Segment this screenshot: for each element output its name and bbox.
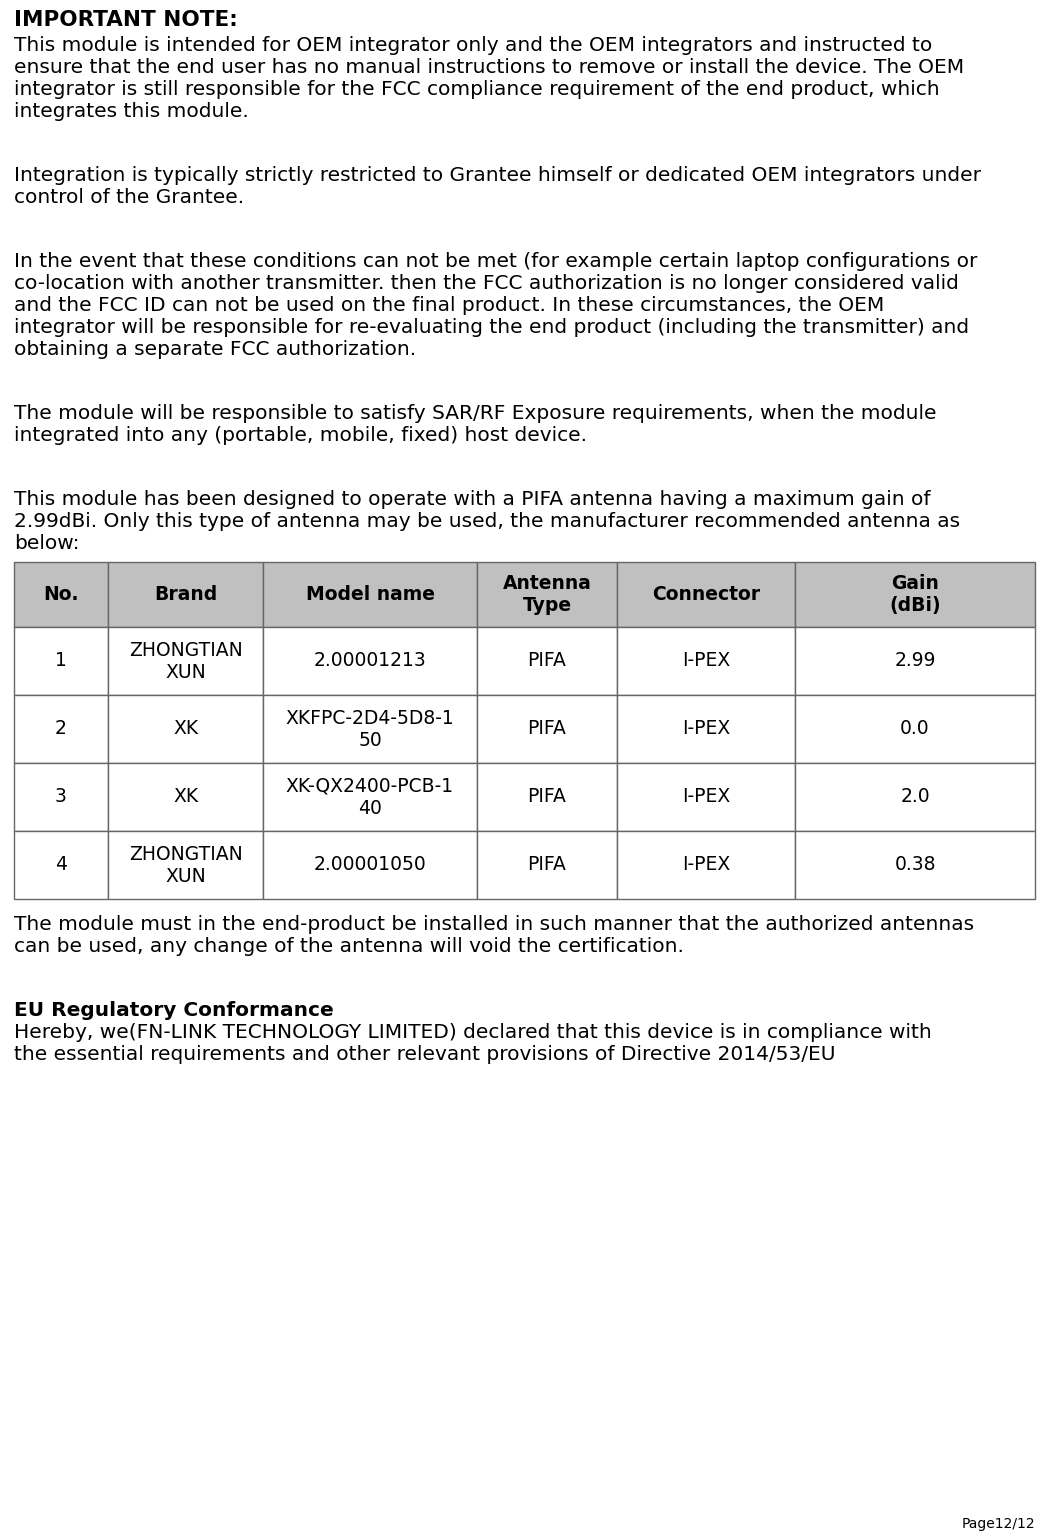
Bar [108,626,263,696]
Bar [617,626,795,696]
Text: 2.99: 2.99 [894,651,936,671]
Bar [263,562,477,626]
Bar [795,763,1035,831]
Text: I-PEX: I-PEX [682,788,730,806]
Text: integrator is still responsible for the FCC compliance requirement of the end pr: integrator is still responsible for the … [14,80,940,98]
Text: 3: 3 [55,788,67,806]
Text: 2: 2 [55,720,67,739]
Bar [263,696,477,763]
Text: Integration is typically strictly restricted to Grantee himself or dedicated OEM: Integration is typically strictly restri… [14,166,981,185]
Text: ensure that the end user has no manual instructions to remove or install the dev: ensure that the end user has no manual i… [14,58,964,77]
Bar [477,831,617,899]
Bar [617,831,795,899]
Text: Model name: Model name [305,585,434,603]
Bar [617,696,795,763]
Text: Connector: Connector [651,585,761,603]
Text: PIFA: PIFA [528,788,566,806]
Text: can be used, any change of the antenna will void the certification.: can be used, any change of the antenna w… [14,937,684,956]
Text: the essential requirements and other relevant provisions of Directive 2014/53/EU: the essential requirements and other rel… [14,1045,835,1063]
Text: PIFA: PIFA [528,720,566,739]
Text: and the FCC ID can not be used on the final product. In these circumstances, the: and the FCC ID can not be used on the fi… [14,295,884,315]
Text: The module must in the end-product be installed in such manner that the authoriz: The module must in the end-product be in… [14,916,975,934]
Bar [795,696,1035,763]
Text: This module has been designed to operate with a PIFA antenna having a maximum ga: This module has been designed to operate… [14,489,930,509]
Text: obtaining a separate FCC authorization.: obtaining a separate FCC authorization. [14,340,416,359]
Bar [14,831,108,899]
Bar [477,626,617,696]
Text: 2.00001213: 2.00001213 [314,651,426,671]
Bar [108,562,263,626]
Text: EU Regulatory Conformance: EU Regulatory Conformance [14,1000,334,1020]
Text: XK: XK [173,788,198,806]
Bar [263,831,477,899]
Text: integrates this module.: integrates this module. [14,102,249,122]
Text: co-location with another transmitter. then the FCC authorization is no longer co: co-location with another transmitter. th… [14,274,959,292]
Bar [263,763,477,831]
Text: 4: 4 [55,856,67,874]
Bar [617,763,795,831]
Text: ZHONGTIAN
XUN: ZHONGTIAN XUN [129,640,242,682]
Text: integrated into any (portable, mobile, fixed) host device.: integrated into any (portable, mobile, f… [14,426,587,445]
Bar [477,562,617,626]
Text: In the event that these conditions can not be met (for example certain laptop co: In the event that these conditions can n… [14,252,978,271]
Text: No.: No. [43,585,79,603]
Text: Gain
(dBi): Gain (dBi) [890,574,941,616]
Text: Antenna
Type: Antenna Type [502,574,592,616]
Bar [108,696,263,763]
Text: 2.99dBi. Only this type of antenna may be used, the manufacturer recommended ant: 2.99dBi. Only this type of antenna may b… [14,512,960,531]
Bar [14,696,108,763]
Bar [14,562,108,626]
Bar [477,763,617,831]
Text: below:: below: [14,534,80,553]
Text: IMPORTANT NOTE:: IMPORTANT NOTE: [14,9,238,29]
Text: This module is intended for OEM integrator only and the OEM integrators and inst: This module is intended for OEM integrat… [14,35,933,55]
Text: XK: XK [173,720,198,739]
Text: control of the Grantee.: control of the Grantee. [14,188,244,208]
Bar [795,562,1035,626]
Bar [14,626,108,696]
Text: 2.00001050: 2.00001050 [314,856,426,874]
Text: I-PEX: I-PEX [682,720,730,739]
Bar [617,562,795,626]
Bar [14,763,108,831]
Text: 0.0: 0.0 [900,720,929,739]
Text: 2.0: 2.0 [900,788,929,806]
Text: 0.38: 0.38 [894,856,936,874]
Text: 1: 1 [55,651,67,671]
Text: integrator will be responsible for re-evaluating the end product (including the : integrator will be responsible for re-ev… [14,319,969,337]
Text: PIFA: PIFA [528,651,566,671]
Text: Page12/12: Page12/12 [961,1517,1035,1531]
Text: PIFA: PIFA [528,856,566,874]
Text: ZHONGTIAN
XUN: ZHONGTIAN XUN [129,845,242,885]
Bar [263,626,477,696]
Bar [477,696,617,763]
Bar [108,763,263,831]
Bar [795,626,1035,696]
Text: The module will be responsible to satisfy SAR/RF Exposure requirements, when the: The module will be responsible to satisf… [14,405,937,423]
Text: Hereby, we(FN-LINK TECHNOLOGY LIMITED) declared that this device is in complianc: Hereby, we(FN-LINK TECHNOLOGY LIMITED) d… [14,1023,932,1042]
Text: XK-QX2400-PCB-1
40: XK-QX2400-PCB-1 40 [286,777,454,817]
Text: I-PEX: I-PEX [682,856,730,874]
Text: XKFPC-2D4-5D8-1
50: XKFPC-2D4-5D8-1 50 [285,708,454,749]
Bar [795,831,1035,899]
Bar [108,831,263,899]
Text: Brand: Brand [154,585,217,603]
Text: I-PEX: I-PEX [682,651,730,671]
